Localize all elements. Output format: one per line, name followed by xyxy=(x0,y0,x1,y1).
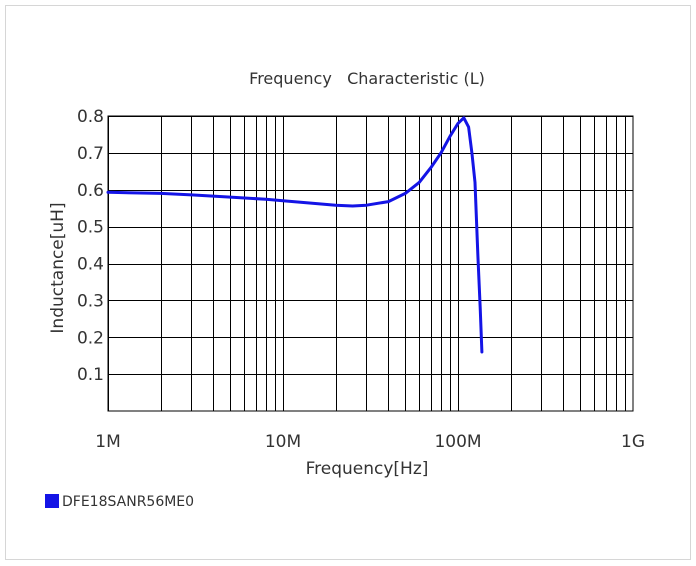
chart-svg: Frequency Characteristic (L) 0.10.20.30.… xyxy=(45,69,645,510)
series-line-dfe18sanr56me0 xyxy=(106,116,484,354)
y-tick-label: 0.4 xyxy=(77,255,104,275)
chart-frame: Frequency Characteristic (L) 0.1 0.2 0.3 0.… xyxy=(5,5,691,560)
chart-title: Frequency Characteristic (L) xyxy=(249,69,485,88)
y-tick-label: 0.7 xyxy=(77,144,104,164)
grid-lines xyxy=(108,116,633,411)
x-tick-label: 1G xyxy=(621,432,645,452)
y-tick-labels: 0.1 0.2 0.3 0.4 0.5 0.6 0.7 0.8 xyxy=(77,107,104,385)
y-tick-label: 0.5 xyxy=(77,218,104,238)
series-lines xyxy=(106,116,484,354)
x-tick-labels: 1M 10M 100M 1G xyxy=(95,432,645,452)
y-tick-label: 0.8 xyxy=(77,107,104,127)
y-tick-label: 0.1 xyxy=(77,365,104,385)
y-tick-label: 0.2 xyxy=(77,328,104,348)
y-tick-label: 0.6 xyxy=(77,181,104,201)
x-axis-label: Frequency[Hz] xyxy=(306,459,429,479)
legend-label-dfe18sanr56me0: DFE18SANR56ME0 xyxy=(62,494,194,510)
x-tick-label: 100M xyxy=(434,432,481,452)
legend-swatch-dfe18sanr56me0 xyxy=(45,494,59,508)
x-tick-label: 1M xyxy=(95,432,120,452)
y-tick-label: 0.3 xyxy=(77,291,104,311)
legend: DFE18SANR56ME0 xyxy=(45,494,194,510)
x-tick-label: 10M xyxy=(265,432,301,452)
plot-area xyxy=(107,115,634,412)
y-axis-label: Inductance[uH] xyxy=(48,202,68,333)
